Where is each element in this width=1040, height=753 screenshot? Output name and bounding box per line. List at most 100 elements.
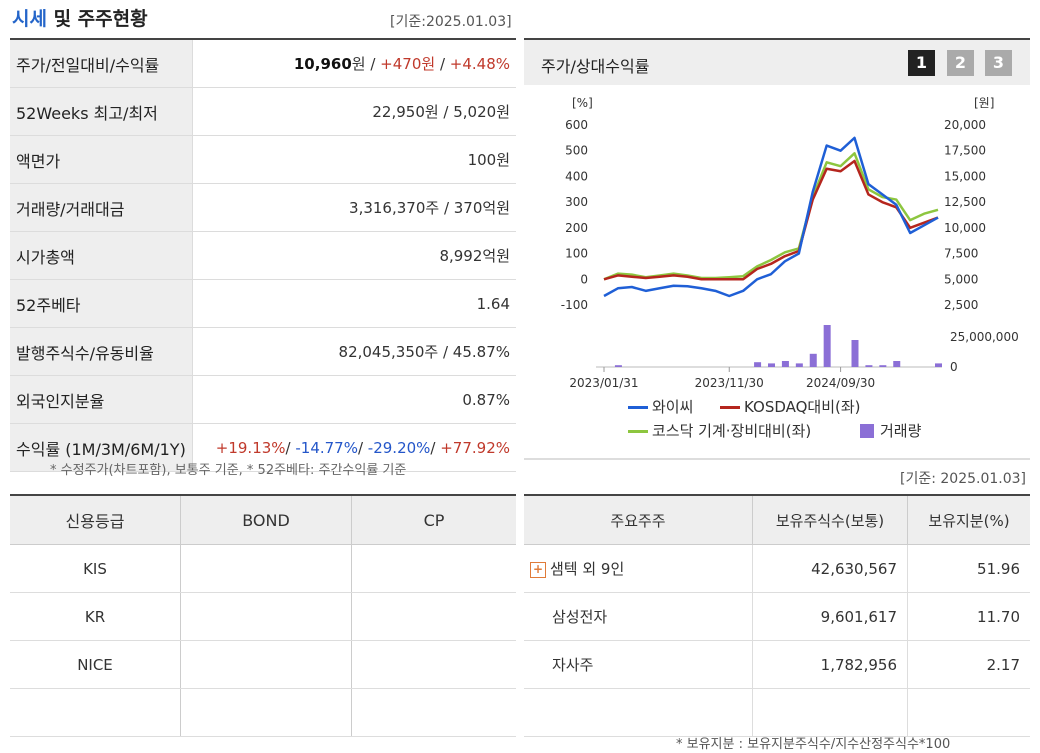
- cp-cell: [351, 592, 516, 641]
- holder-name-cell: 자사주: [524, 640, 753, 689]
- right-tick-label: 5,000: [944, 272, 978, 286]
- table-row: [10, 688, 516, 737]
- right-tick-label: 12,500: [944, 195, 986, 209]
- volume-axis: 25,000,000 0: [596, 330, 1019, 374]
- x-tick-label: 2023/11/30: [695, 376, 764, 390]
- expand-icon[interactable]: +: [530, 561, 546, 578]
- left-tick-label: 100: [565, 247, 588, 261]
- series-line: [603, 136, 939, 298]
- row-label: 주가/전일대비/수익률: [10, 39, 193, 88]
- shares-cell: 42,630,567: [752, 544, 908, 593]
- table-row: NICE: [10, 640, 516, 689]
- cp-cell: [351, 544, 516, 593]
- volume-tick-label: 25,000,000: [950, 330, 1019, 344]
- table-row: 52주베타 1.64: [10, 279, 516, 328]
- volume-bar: [781, 361, 789, 367]
- volume-bar: [893, 361, 901, 367]
- column-header: 보유지분(%): [907, 495, 1030, 545]
- chart-legend: 와이씨 KOSDAQ대비(좌) 코스닥 기계·장비대비(좌) 거래량: [628, 398, 922, 440]
- volume-bar: [795, 363, 803, 367]
- price-return-chart: [%] [원] 600 500 400 300 200 100 0 -100 20,000 17…: [561, 96, 1019, 440]
- section-title: 시세 및 주주현황: [12, 8, 148, 30]
- left-tick-label: 400: [565, 169, 588, 183]
- current-price-value: 10,960원 / +470원 / +4.48%: [192, 39, 516, 88]
- pct-cell: 11.70: [907, 592, 1030, 641]
- right-axis-unit: [원]: [974, 96, 994, 110]
- table-row: [524, 688, 1030, 737]
- row-label: 52주베타: [10, 279, 193, 328]
- row-label: 발행주식수/유동비율: [10, 327, 193, 376]
- row-label: 거래량/거래대금: [10, 183, 193, 232]
- chart-header: [524, 40, 1030, 85]
- table-row: 외국인지분율 0.87%: [10, 375, 516, 424]
- holder-name-cell: + 샘텍 외 9인: [524, 544, 753, 593]
- legend-swatch: [720, 406, 740, 409]
- row-label: 시가총액: [10, 231, 193, 280]
- right-tick-label: 2,500: [944, 298, 978, 312]
- legend-swatch: [628, 406, 648, 409]
- left-axis-unit: [%]: [572, 96, 593, 110]
- right-tick-label: 17,500: [944, 144, 986, 158]
- returns-value: +19.13%/ -14.77%/ -29.20%/ +77.92%: [192, 423, 516, 472]
- volume-bar: [768, 363, 775, 367]
- table-row: 액면가 100원: [10, 135, 516, 184]
- table-row: 자사주 1,782,956 2.17: [524, 640, 1030, 689]
- table-row: 수익률 (1M/3M/6M/1Y) +19.13%/ -14.77%/ -29.…: [10, 423, 516, 472]
- shares-cell: 1,782,956: [752, 640, 908, 689]
- x-tick-label: 2024/09/30: [806, 376, 875, 390]
- volume-bar: [851, 340, 859, 367]
- table-row: KIS: [10, 544, 516, 593]
- row-label: 수익률 (1M/3M/6M/1Y): [10, 423, 193, 472]
- left-tick-label: 500: [565, 144, 588, 158]
- shares-cell: 9,601,617: [752, 592, 908, 641]
- legend-label: 거래량: [880, 422, 922, 440]
- bond-cell: [180, 544, 352, 593]
- credit-rating-table: 신용등급 BOND CP KIS KR NICE: [10, 494, 516, 737]
- agency-cell: [10, 688, 181, 737]
- row-value: 1.64: [192, 279, 516, 328]
- left-tick-label: 600: [565, 118, 588, 132]
- table-row: 주가/전일대비/수익률 10,960원 / +470원 / +4.48%: [10, 39, 516, 88]
- left-tick-label: 300: [565, 195, 588, 209]
- volume-bar: [823, 325, 831, 367]
- volume-bar: [879, 365, 887, 367]
- table-row: 시가총액 8,992억원: [10, 231, 516, 280]
- table-header-row: 주요주주 보유주식수(보통) 보유지분(%): [524, 495, 1030, 545]
- volume-bar: [935, 363, 942, 367]
- holder-name-cell: 삼성전자: [524, 592, 753, 641]
- cp-cell: [351, 640, 516, 689]
- volume-bars: [614, 325, 942, 367]
- x-axis: 2023/01/31 2023/11/30 2024/09/30: [569, 367, 875, 390]
- basis-date: [기준:2025.01.03]: [390, 14, 512, 30]
- shareholder-table: 주요주주 보유주식수(보통) 보유지분(%) + 샘텍 외 9인 42,630,5…: [524, 494, 1030, 737]
- chart-title: 주가/상대수익률: [541, 57, 650, 76]
- price-table: 주가/전일대비/수익률 10,960원 / +470원 / +4.48% 52W…: [10, 38, 516, 472]
- series-lines: [603, 136, 939, 298]
- chart-tab-1[interactable]: 1: [908, 50, 935, 76]
- legend-swatch: [628, 430, 648, 433]
- table-row: KR: [10, 592, 516, 641]
- row-label: 52Weeks 최고/최저: [10, 87, 193, 136]
- volume-bar: [809, 353, 817, 367]
- volume-bar: [865, 365, 873, 367]
- legend-label: 와이씨: [652, 398, 693, 416]
- pct-cell: 2.17: [907, 640, 1030, 689]
- pct-cell: 51.96: [907, 544, 1030, 593]
- legend-swatch: [860, 424, 874, 438]
- legend-label: KOSDAQ대비(좌): [744, 398, 861, 416]
- table-header-row: 신용등급 BOND CP: [10, 495, 516, 545]
- chart-tab-3[interactable]: 3: [985, 50, 1012, 76]
- row-value: 8,992억원: [192, 231, 516, 280]
- chart-tab-2[interactable]: 2: [947, 50, 974, 76]
- row-label: 액면가: [10, 135, 193, 184]
- row-value: 100원: [192, 135, 516, 184]
- left-axis: 600 500 400 300 200 100 0 -100: [561, 118, 588, 312]
- basis-date-shareholders: [기준: 2025.01.03]: [900, 471, 1027, 487]
- footnote-left: * 수정주가(차트포함), 보통주 기준, * 52주베타: 주간수익률 기준: [50, 463, 407, 478]
- x-tick-label: 2023/01/31: [569, 376, 638, 390]
- agency-cell: NICE: [10, 640, 181, 689]
- table-row: 발행주식수/유동비율 82,045,350주 / 45.87%: [10, 327, 516, 376]
- footnote-right: * 보유지분 : 보유지분주식수/지수산정주식수*100: [676, 737, 951, 752]
- table-row: + 샘텍 외 9인 42,630,567 51.96: [524, 544, 1030, 593]
- agency-cell: KR: [10, 592, 181, 641]
